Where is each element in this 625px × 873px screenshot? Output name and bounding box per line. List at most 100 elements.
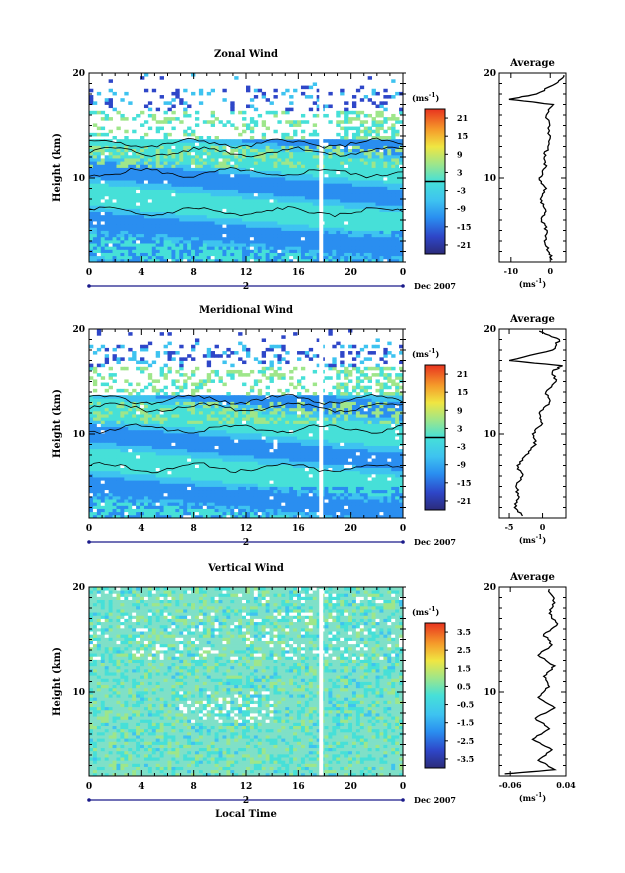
heatmap-cell: [230, 189, 235, 194]
heatmap-cell: [391, 483, 396, 487]
heatmap-cell: [128, 514, 133, 519]
heatmap-cell: [151, 214, 157, 219]
heatmap-cell: [124, 129, 129, 134]
heatmap-cell: [265, 467, 270, 472]
heatmap-cell: [242, 489, 247, 494]
heatmap-cell: [304, 139, 310, 143]
heatmap-cell: [230, 217, 235, 222]
heatmap-cell: [293, 258, 298, 263]
heatmap-cell: [281, 233, 286, 238]
heatmap-cell: [375, 499, 380, 503]
heatmap-cell: [159, 208, 164, 212]
heatmap-cell: [328, 176, 333, 181]
heatmap-cell: [257, 258, 263, 263]
heatmap-cell: [167, 252, 172, 257]
heatmap-cell: [238, 170, 243, 175]
heatmap-cell: [399, 236, 404, 241]
heatmap-cell: [183, 132, 188, 137]
heatmap-cell: [312, 123, 318, 127]
heatmap-cell: [140, 489, 145, 494]
heatmap-cell: [112, 495, 117, 500]
heatmap-cell: [281, 514, 286, 519]
heatmap-cell: [112, 167, 117, 172]
heatmap-cell: [167, 217, 172, 222]
heatmap-cell: [387, 205, 392, 209]
heatmap-cell: [116, 164, 121, 168]
heatmap-cell: [175, 180, 180, 184]
heatmap-cell: [261, 489, 267, 494]
heatmap-cell: [222, 486, 227, 491]
heatmap-cell: [332, 249, 337, 253]
heatmap-cell: [222, 180, 227, 184]
heatmap-cell: [89, 176, 94, 181]
heatmap-cell: [300, 495, 306, 500]
heatmap-cell: [222, 492, 227, 497]
heatmap-cell: [293, 473, 298, 478]
heatmap-cell: [383, 95, 388, 99]
heatmap-cell: [147, 495, 153, 500]
heatmap-cell: [285, 142, 290, 146]
heatmap-cell: [399, 221, 404, 225]
heatmap-cell: [391, 199, 396, 203]
heatmap-cell: [257, 151, 263, 156]
average-x-label-base: (ms: [519, 279, 536, 289]
heatmap-cell: [175, 158, 180, 162]
heatmap-cell: [159, 467, 164, 472]
heatmap-cell: [363, 467, 369, 472]
heatmap-cell: [300, 136, 306, 140]
heatmap-cell: [277, 233, 282, 238]
heatmap-cell: [140, 511, 145, 516]
heatmap-cell: [92, 224, 98, 228]
colorbar-tick-label: -9: [457, 204, 466, 214]
heatmap-cell: [395, 489, 400, 494]
heatmap-cell: [304, 145, 310, 149]
heatmap-cell: [175, 142, 180, 146]
heatmap-cell: [108, 252, 113, 257]
heatmap-cell: [187, 132, 192, 137]
heatmap-cell: [143, 164, 149, 168]
heatmap-cell: [395, 129, 400, 134]
heatmap-cell: [136, 176, 141, 181]
heatmap-cell: [246, 255, 251, 260]
heatmap-cell: [281, 249, 286, 253]
heatmap-cell: [289, 123, 294, 127]
heatmap-cell: [300, 236, 306, 241]
heatmap-cell: [344, 243, 349, 247]
heatmap-cell: [351, 101, 357, 105]
heatmap-cell: [187, 252, 192, 257]
heatmap-cell: [120, 473, 125, 478]
heatmap-cell: [387, 142, 392, 146]
heatmap-cell: [316, 233, 321, 238]
heatmap-cell: [128, 176, 133, 181]
heatmap-cell: [304, 230, 310, 235]
heatmap-cell: [285, 473, 290, 478]
heatmap-cell: [300, 470, 306, 475]
heatmap-cell: [304, 473, 310, 478]
heatmap-cell: [246, 495, 251, 500]
heatmap-cell: [379, 148, 384, 153]
heatmap-cell: [187, 183, 192, 187]
heatmap-cell: [246, 505, 251, 509]
heatmap-cell: [132, 117, 137, 121]
heatmap-cell: [143, 192, 149, 197]
heatmap-cell: [136, 489, 141, 494]
heatmap-cell: [151, 486, 157, 491]
heatmap-cell: [340, 230, 345, 235]
heatmap-cell: [140, 252, 145, 257]
heatmap-cell: [281, 467, 286, 472]
heatmap-cell: [104, 505, 110, 509]
heatmap-cell: [261, 217, 267, 222]
heatmap-cell: [226, 195, 231, 200]
heatmap-cell: [348, 217, 353, 222]
heatmap-cell: [281, 195, 286, 200]
heatmap-cell: [265, 477, 270, 481]
heatmap-cell: [234, 230, 239, 235]
heatmap-cell: [202, 492, 208, 497]
heatmap-cell: [92, 495, 98, 500]
heatmap-cell: [151, 483, 157, 487]
heatmap-cell: [120, 514, 125, 519]
heatmap-cell: [269, 205, 274, 209]
heatmap-cell: [265, 224, 270, 228]
heatmap-cell: [230, 243, 235, 247]
heatmap-cell: [96, 161, 102, 165]
